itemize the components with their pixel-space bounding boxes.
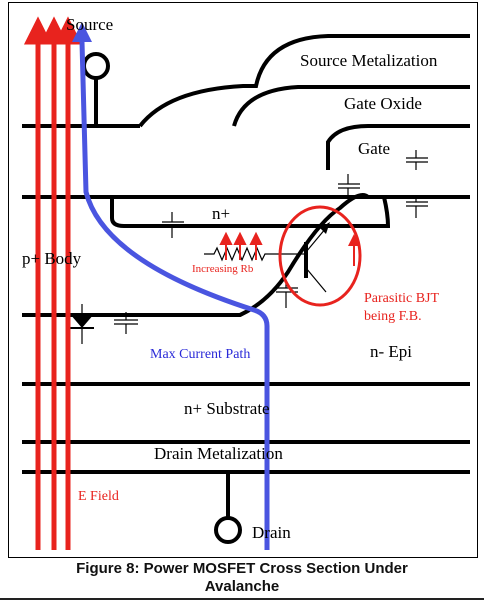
- body-diode: [70, 304, 94, 344]
- source-metal-outline: [138, 34, 470, 128]
- parasitic-bjt: [278, 205, 362, 307]
- gate-outline: [326, 124, 470, 170]
- figure-caption: Figure 8: Power MOSFET Cross Section Und…: [0, 560, 484, 596]
- parasitic-bjt-label-2: being F.B.: [364, 309, 422, 324]
- source-metal-label: Source Metalization: [300, 51, 438, 70]
- frame-border: [8, 2, 478, 558]
- parasitic-capacitors: [114, 150, 428, 334]
- diagram-frame: Source Source Metalization Gate Oxide Ga…: [8, 2, 478, 558]
- drain-metal-label: Drain Metalization: [154, 444, 283, 463]
- gate-oxide-label: Gate Oxide: [344, 94, 422, 113]
- drain-terminal: [214, 472, 242, 544]
- gate-label: Gate: [358, 139, 390, 158]
- increasing-rb-label: Increasing Rb: [192, 263, 254, 275]
- p-body-label: p+ Body: [22, 249, 82, 268]
- caption-line-1: Figure 8: Power MOSFET Cross Section Und…: [76, 560, 408, 577]
- n-plus-region: [110, 196, 391, 228]
- n-plus-label: n+: [212, 204, 230, 223]
- caption-line-2: Avalanche: [204, 578, 280, 595]
- drain-label: Drain: [252, 523, 291, 542]
- source-label: Source: [66, 15, 113, 34]
- max-current-path: [72, 22, 270, 550]
- n-epi-label: n- Epi: [370, 342, 412, 361]
- e-field-arrows: [23, 16, 83, 550]
- max-current-label: Max Current Path: [150, 347, 250, 362]
- bottom-rule: [0, 598, 484, 600]
- n-substrate-label: n+ Substrate: [184, 399, 270, 418]
- layer-lines: [22, 34, 470, 474]
- e-field-label: E Field: [78, 489, 119, 504]
- p-body-boundary: [22, 193, 370, 317]
- gate-oxide-outline: [232, 85, 470, 127]
- body-resistor: [204, 231, 294, 262]
- parasitic-bjt-label: Parasitic BJT: [364, 291, 439, 306]
- mosfet-cross-section: Source Source Metalization Gate Oxide Ga…: [8, 2, 478, 558]
